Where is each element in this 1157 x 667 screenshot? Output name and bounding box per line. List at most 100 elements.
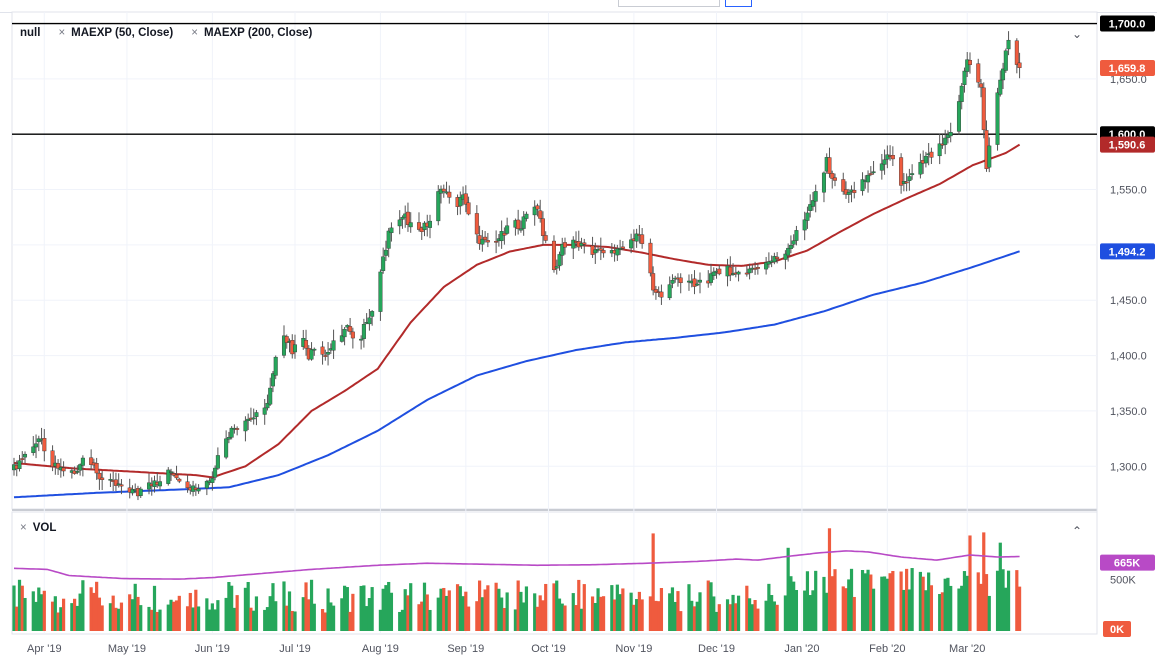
price-tag: 1,700.0 <box>1100 15 1155 32</box>
volume-bar <box>618 594 622 631</box>
remove-volume-icon[interactable]: × <box>20 522 27 534</box>
volume-bar <box>524 586 529 631</box>
volume-bar <box>398 611 402 631</box>
volume-bar <box>899 571 903 631</box>
volume-bar <box>312 603 316 631</box>
volume-bar <box>982 532 986 631</box>
candle-down <box>890 155 895 160</box>
volume-bar <box>444 595 449 631</box>
candle-up <box>615 248 620 256</box>
candle-down <box>535 205 540 210</box>
candle-up <box>23 453 28 458</box>
candle-up <box>532 206 537 216</box>
volume-bar <box>246 582 250 631</box>
volume-bar <box>422 582 427 631</box>
candle-up <box>788 244 793 249</box>
collapse-main-icon[interactable]: ⌄ <box>1072 27 1083 41</box>
x-tick-label: Jan '20 <box>784 643 819 655</box>
candle-up <box>923 155 928 164</box>
candle-down <box>640 234 645 244</box>
candle-up <box>579 242 584 246</box>
price-tag: 1,590.6 <box>1100 136 1155 153</box>
volume-bar <box>362 585 366 631</box>
candle-up <box>268 387 273 405</box>
volume-bar <box>389 592 394 631</box>
candle-up <box>210 478 215 483</box>
candle-up <box>783 253 788 260</box>
volume-bar <box>59 607 63 631</box>
volume-bar <box>979 583 983 631</box>
candle-up <box>866 174 871 183</box>
candle-up <box>309 349 314 360</box>
volume-bar <box>78 593 82 631</box>
ma50-label: MAEXP (50, Close) <box>71 27 174 39</box>
volume-bar <box>381 588 385 631</box>
candle-down <box>1017 62 1022 68</box>
volume-bar <box>235 595 239 631</box>
price-tag-label: 1,659.8 <box>1109 63 1146 75</box>
legend-ma50[interactable]: × MAEXP (50, Close) <box>58 27 173 39</box>
volume-bar <box>31 591 35 631</box>
volume-bar <box>654 600 658 631</box>
price-tags: 1,700.01,600.01,659.81,590.61,494.2665K0… <box>1100 15 1155 637</box>
volume-bar <box>557 598 562 631</box>
candle-down <box>494 241 499 243</box>
price-tag-label: 1,590.6 <box>1109 140 1146 152</box>
candle-up <box>810 200 815 207</box>
volume-bar <box>152 585 157 631</box>
remove-ma200-icon[interactable]: × <box>191 27 198 39</box>
volume-bar <box>1015 570 1019 631</box>
price-axis[interactable]: 1,300.0 1,350.0 1,400.0 1,450.0 1,550.0 1,650… <box>1110 74 1147 587</box>
time-axis[interactable]: Apr '19 May '19 Jun '19 Jul '19 Aug '19 Sep '… <box>27 643 985 655</box>
volume-bar <box>139 605 143 631</box>
volume-bar <box>343 585 347 631</box>
volume-bar <box>367 598 371 631</box>
candle-up <box>224 438 229 458</box>
volume-bar <box>351 593 355 631</box>
volume-bar <box>590 596 595 631</box>
remove-ma50-icon[interactable]: × <box>58 27 66 39</box>
volume-bar <box>847 579 851 631</box>
volume-bar <box>772 601 776 631</box>
x-tick-label: Oct '19 <box>531 643 566 655</box>
horizontal-lines[interactable] <box>12 22 1097 135</box>
candle-up <box>879 163 884 171</box>
volume-bar <box>946 577 950 631</box>
candle-up <box>882 159 887 165</box>
volume-bar <box>910 568 914 631</box>
volume-bar <box>81 580 85 631</box>
volume-bar <box>960 585 964 631</box>
volume-bar <box>208 609 212 631</box>
candle-up <box>593 249 598 254</box>
volume-bar <box>907 589 911 631</box>
candle-down <box>466 202 471 215</box>
volume-bar <box>852 596 856 631</box>
volume-bar <box>224 597 228 631</box>
candle-up <box>17 460 22 469</box>
volume-bar <box>522 602 526 631</box>
volume-bar <box>882 576 887 631</box>
candle-down <box>755 267 760 269</box>
volume-bar <box>731 594 735 631</box>
legend-ma200[interactable]: × MAEXP (200, Close) <box>191 27 312 39</box>
volume-bar <box>516 580 520 631</box>
candle-up <box>709 273 714 283</box>
volume-bar <box>756 608 760 631</box>
volume-bar <box>263 609 267 631</box>
volume-bar <box>783 595 787 631</box>
candle-up <box>204 480 209 489</box>
candle-down <box>350 331 355 339</box>
candle-up <box>695 283 700 286</box>
toolbar-tab[interactable] <box>618 0 720 7</box>
volume-bar <box>949 585 953 631</box>
collapse-volume-icon[interactable]: ⌃ <box>1072 524 1083 538</box>
candle-down <box>620 246 625 249</box>
candle-up <box>918 162 923 175</box>
candle-up <box>618 248 623 250</box>
volume-bar <box>23 597 27 631</box>
volume-bar <box>293 611 297 631</box>
toolbar-tab[interactable] <box>725 0 752 7</box>
volume-bar <box>736 595 741 631</box>
volume-bar <box>792 581 796 631</box>
